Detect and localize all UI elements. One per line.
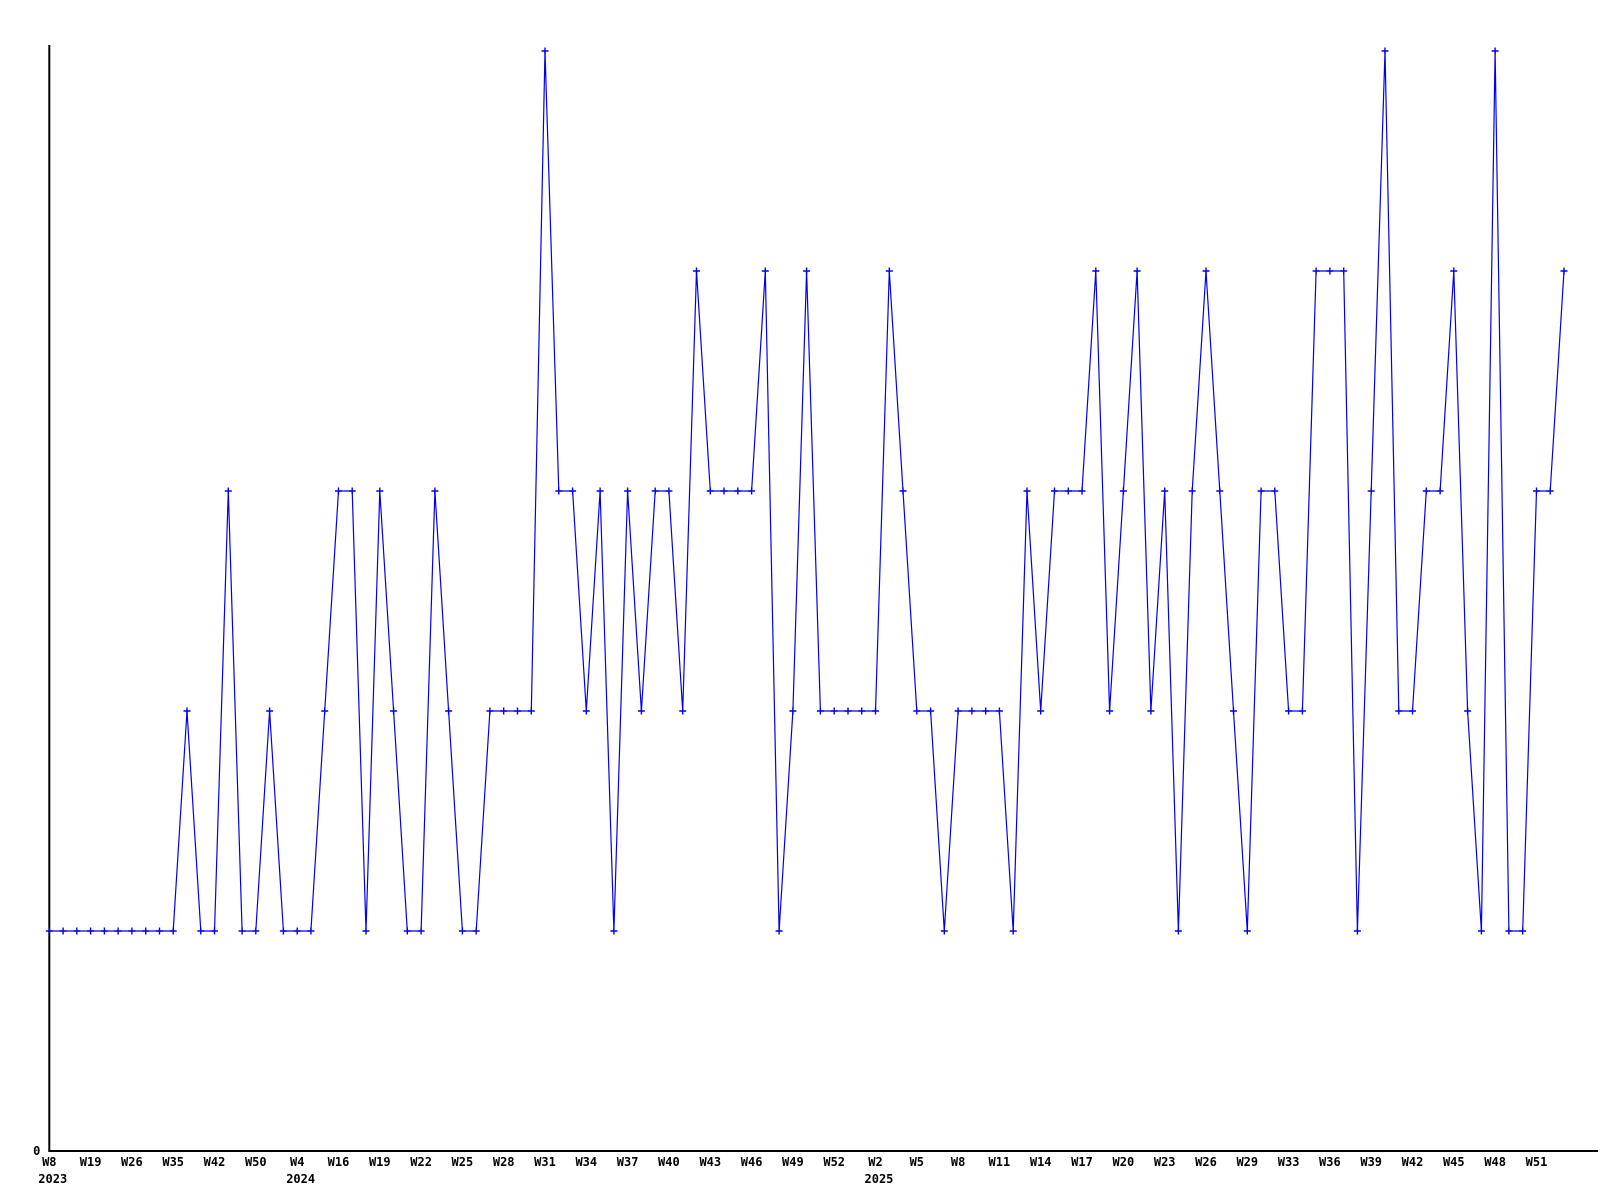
x-tick-label: W2 [868,1155,882,1169]
x-tick-label: W40 [658,1155,680,1169]
x-tick-label: W29 [1236,1155,1258,1169]
x-tick-label: W26 [121,1155,143,1169]
x-tick-year-label: 2023 [38,1172,67,1186]
x-tick-label: W8 [42,1155,56,1169]
y-axis-origin-label: 0 [33,1144,40,1158]
x-tick-label: W50 [245,1155,267,1169]
x-tick-label: W37 [617,1155,639,1169]
x-tick-label: W49 [782,1155,804,1169]
x-tick-label: W17 [1071,1155,1093,1169]
x-tick-label: W5 [910,1155,924,1169]
x-tick-label: W35 [162,1155,184,1169]
x-tick-label: W48 [1484,1155,1506,1169]
x-tick-year-label: 2025 [865,1172,894,1186]
x-tick-label: W52 [823,1155,845,1169]
x-tick-label: W23 [1154,1155,1176,1169]
x-tick-label: W28 [493,1155,515,1169]
x-tick-label: W39 [1360,1155,1382,1169]
x-tick-year-label: 2024 [286,1172,315,1186]
x-tick-label: W45 [1443,1155,1465,1169]
x-tick-label: W20 [1113,1155,1135,1169]
x-tick-label: W26 [1195,1155,1217,1169]
x-tick-label: W51 [1526,1155,1548,1169]
x-tick-label: W31 [534,1155,556,1169]
x-tick-label: W33 [1278,1155,1300,1169]
x-tick-label: W46 [741,1155,763,1169]
data-line [49,50,1565,932]
x-tick-label: W11 [989,1155,1011,1169]
x-tick-label: W43 [699,1155,721,1169]
x-tick-label: W42 [204,1155,226,1169]
x-tick-label: W4 [290,1155,304,1169]
x-tick-label: W22 [410,1155,432,1169]
x-tick-label: W42 [1402,1155,1424,1169]
x-tick-label: W19 [80,1155,102,1169]
x-tick-label: W8 [951,1155,965,1169]
x-tick-label: W36 [1319,1155,1341,1169]
data-point-markers [45,47,1568,935]
x-tick-label: W34 [575,1155,597,1169]
x-tick-label: W16 [328,1155,350,1169]
x-tick-label: W19 [369,1155,391,1169]
x-tick-label: W25 [452,1155,474,1169]
x-tick-label: W14 [1030,1155,1052,1169]
